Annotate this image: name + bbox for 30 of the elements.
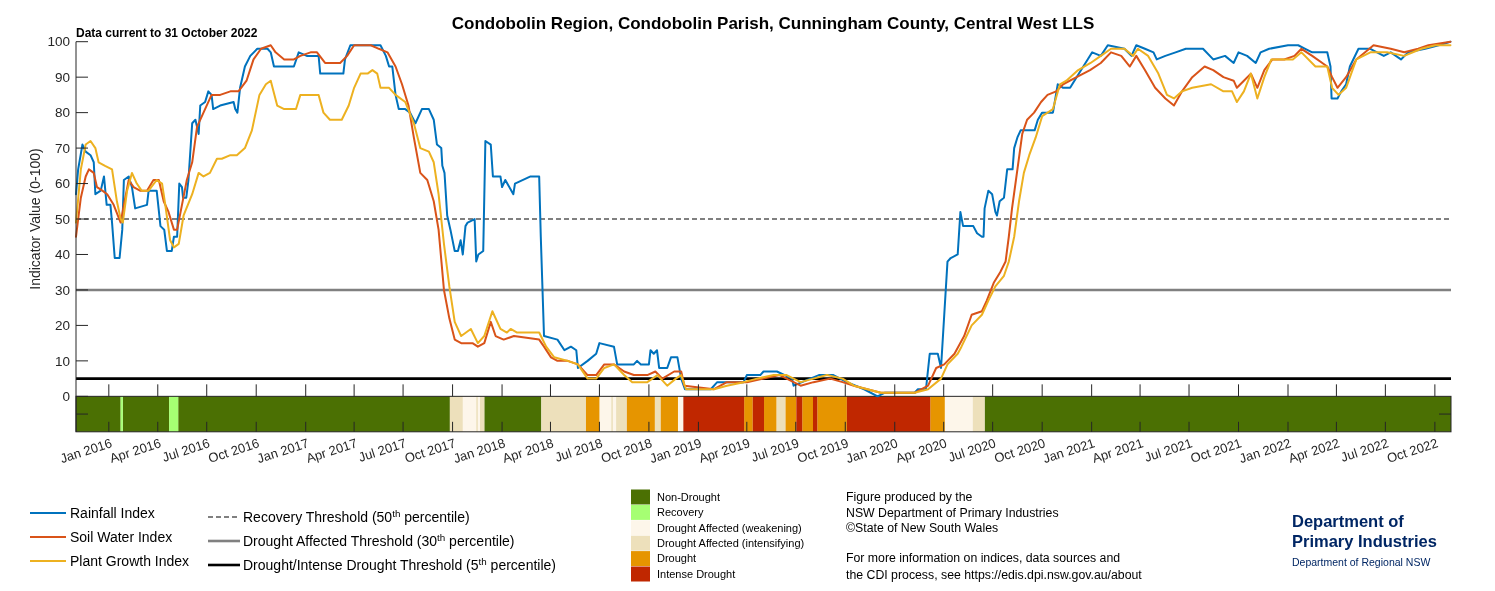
text: Figure produced by the NSW Department of Primary Industries ©State of New South Wales <box>846 490 1059 535</box>
y-tick-label: 40 <box>54 247 70 263</box>
y-tick-label: 100 <box>47 34 70 50</box>
legend-label: Drought <box>657 552 697 565</box>
y-tick-label: 90 <box>54 69 70 85</box>
legend-label: Drought Affected Threshold (30$^{th}$ percentile) <box>243 531 515 549</box>
legend-label: Soil Water Index <box>70 528 173 545</box>
text: Department of Regional NSW <box>1292 556 1431 568</box>
text: Department of Primary Industries <box>1292 512 1437 550</box>
legend-label: Recovery <box>657 506 704 519</box>
chart-title: Condobolin Region, Condobolin Parish, Cunningham County, Central West LLS <box>451 14 1095 33</box>
legend-label: Rainfall Index <box>70 504 155 521</box>
legend-label: Drought Affected (weakening) <box>657 521 802 534</box>
legend-label: Plant Growth Index <box>70 552 190 569</box>
legend-label: Drought/Intense Drought Threshold (5$^{th}$ percentile) <box>243 555 556 573</box>
text: For more information on indices, data sources and the CDI process, see https://edis.dpi.nsw.gov.au/about <box>846 551 1143 582</box>
legend-label: Non-Drought <box>657 490 720 503</box>
chart-subtitle: Data current to 31 October 2022 <box>76 26 258 40</box>
y-tick-label: 30 <box>54 282 70 298</box>
y-tick-label: 0 <box>62 389 70 405</box>
y-tick-label: 50 <box>54 211 70 227</box>
y-tick-label: 20 <box>54 318 70 334</box>
legend-label: Drought Affected (intensifying) <box>657 537 805 550</box>
legend-label: Recovery Threshold (50$^{th}$ percentile) <box>243 507 470 525</box>
y-tick-label: 60 <box>54 176 70 192</box>
y-axis-title: Indicator Value (0-100) <box>27 148 43 290</box>
y-tick-label: 10 <box>54 353 70 369</box>
y-tick-label: 80 <box>54 105 70 121</box>
legend-label: Intense Drought <box>657 567 736 580</box>
y-tick-label: 70 <box>54 140 70 156</box>
